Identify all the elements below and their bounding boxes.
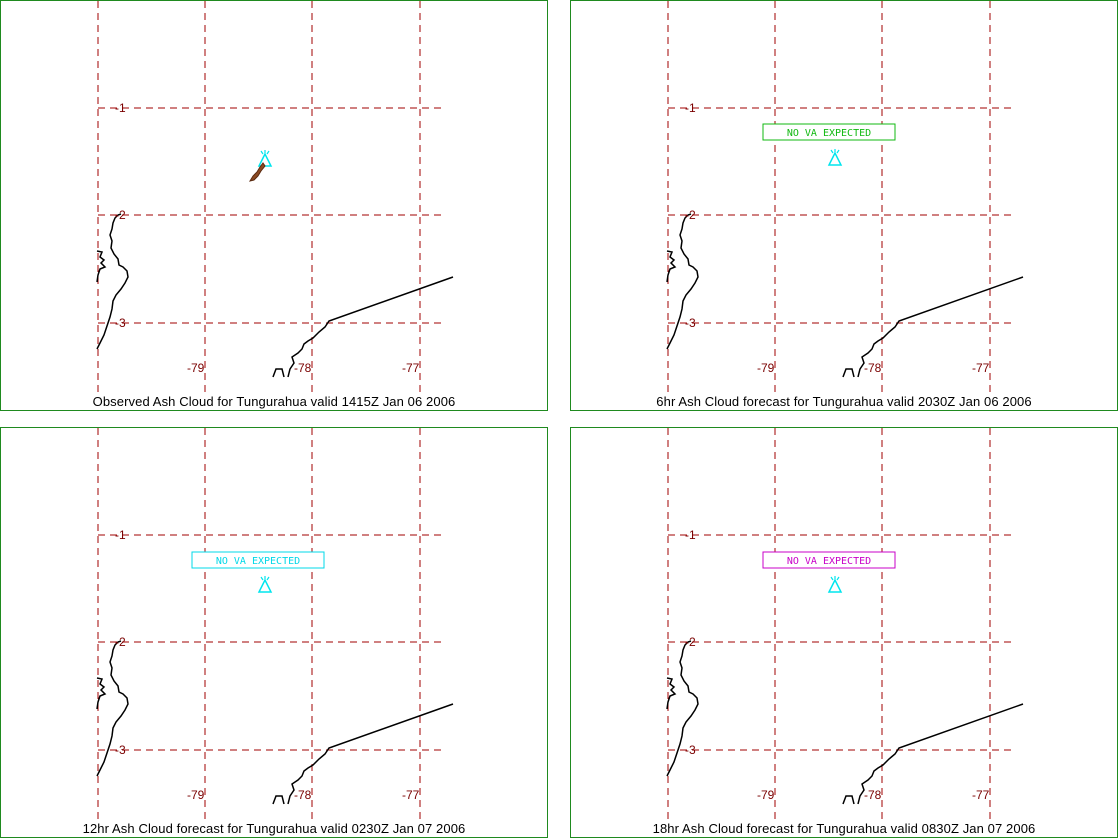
longitude-label: -79	[187, 788, 205, 802]
longitude-label: -77	[402, 788, 420, 802]
volcano-plume	[830, 149, 840, 154]
latitude-label: -3	[685, 743, 696, 757]
latitude-label: -2	[115, 208, 126, 222]
volcano-plume	[260, 576, 270, 581]
coastline-west	[666, 640, 699, 777]
volcano-icon	[257, 576, 273, 593]
coastline-west	[96, 213, 129, 350]
map-panel-observed: -1 -2 -3 -79 -78 -77 Observed Ash Cloud for T…	[0, 0, 548, 411]
coastline-islet	[96, 250, 107, 283]
ash-cloud-observed	[248, 162, 266, 182]
coastline-islet	[666, 250, 677, 283]
lat-lon-grid	[97, 1, 446, 395]
map-panel-12hr: -1 -2 -3 -79 -78 -77 NO VA EXPECTED 12hr Ash C…	[0, 427, 548, 838]
longitude-label: -78	[294, 361, 312, 375]
longitude-label: -78	[864, 788, 882, 802]
map-panel-6hr: -1 -2 -3 -79 -78 -77 NO VA EXPECTED 6hr Ash Cl…	[570, 0, 1118, 411]
longitude-label: -78	[864, 361, 882, 375]
map-canvas: -1 -2 -3 -79 -78 -77 NO VA EXPECTED	[96, 428, 454, 822]
latitude-label: -2	[685, 208, 696, 222]
map-canvas: -1 -2 -3 -79 -78 -77 NO VA EXPECTED	[666, 428, 1024, 822]
volcano-plume	[830, 576, 840, 581]
lat-lon-grid	[667, 428, 1016, 822]
volcano-triangle	[257, 152, 273, 167]
latitude-label: -1	[685, 528, 696, 542]
coastline-west	[666, 213, 699, 350]
panel-caption: 12hr Ash Cloud forecast for Tungurahua v…	[82, 821, 466, 836]
longitude-label: -77	[402, 361, 420, 375]
latitude-label: -3	[115, 316, 126, 330]
no-va-expected-box: NO VA EXPECTED	[762, 123, 896, 141]
volcano-triangle	[827, 578, 843, 593]
coastline-islet	[666, 677, 677, 710]
panel-caption: 18hr Ash Cloud forecast for Tungurahua v…	[652, 821, 1036, 836]
volcano-triangle	[827, 151, 843, 166]
latitude-label: -2	[685, 635, 696, 649]
no-va-expected-label: NO VA EXPECTED	[787, 556, 871, 567]
volcano-triangle	[257, 578, 273, 593]
latitude-label: -1	[115, 528, 126, 542]
latitude-label: -1	[685, 101, 696, 115]
coastline-south	[842, 276, 1024, 378]
map-panel-18hr: -1 -2 -3 -79 -78 -77 NO VA EXPECTED 18hr Ash C…	[570, 427, 1118, 838]
volcano-icon	[827, 149, 843, 166]
longitude-label: -79	[187, 361, 205, 375]
panel-caption: 6hr Ash Cloud forecast for Tungurahua va…	[656, 394, 1032, 409]
longitude-label: -78	[294, 788, 312, 802]
coastline-islet	[96, 677, 107, 710]
map-canvas: -1 -2 -3 -79 -78 -77	[96, 1, 454, 395]
coastline-south	[272, 703, 454, 805]
latitude-label: -3	[685, 316, 696, 330]
no-va-expected-label: NO VA EXPECTED	[216, 556, 300, 567]
no-va-expected-border	[762, 551, 896, 569]
panel-caption: Observed Ash Cloud for Tungurahua valid …	[92, 394, 456, 409]
longitude-label: -79	[757, 788, 775, 802]
no-va-expected-border	[191, 551, 325, 569]
coastline-south	[842, 703, 1024, 805]
no-va-expected-label: NO VA EXPECTED	[787, 128, 871, 139]
lat-lon-grid	[97, 428, 446, 822]
volcano-icon	[827, 576, 843, 593]
latitude-label: -2	[115, 635, 126, 649]
coastline-south	[272, 276, 454, 378]
coastline-west	[96, 640, 129, 777]
no-va-expected-box: NO VA EXPECTED	[191, 551, 325, 569]
volcano-icon	[257, 150, 273, 167]
longitude-label: -79	[757, 361, 775, 375]
latitude-label: -3	[115, 743, 126, 757]
longitude-label: -77	[972, 788, 990, 802]
no-va-expected-border	[762, 123, 896, 141]
longitude-label: -77	[972, 361, 990, 375]
no-va-expected-box: NO VA EXPECTED	[762, 551, 896, 569]
map-canvas: -1 -2 -3 -79 -78 -77 NO VA EXPECTED	[666, 1, 1024, 395]
lat-lon-grid	[667, 1, 1016, 395]
latitude-label: -1	[115, 101, 126, 115]
volcano-plume	[260, 150, 270, 155]
